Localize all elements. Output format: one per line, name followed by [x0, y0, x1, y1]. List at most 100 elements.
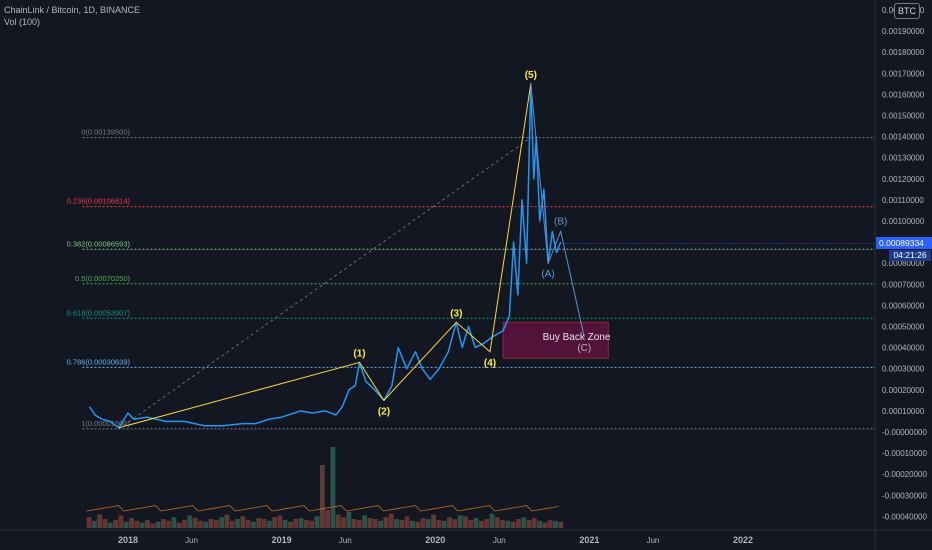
volume-bar [298, 518, 304, 528]
fib-level-label: 1(0.00001500) [81, 419, 130, 428]
x-tick-label: 2021 [579, 535, 599, 545]
volume-bar [367, 518, 373, 528]
volume-bar [505, 520, 511, 528]
y-tick-label: 0.00010000 [882, 407, 925, 416]
volume-bar [150, 523, 156, 528]
y-tick-label: -0.00010000 [882, 449, 927, 458]
volume-bar [457, 515, 463, 528]
volume-bar [531, 518, 537, 528]
y-tick-label: 0.00130000 [882, 154, 925, 163]
x-tick-label: 2019 [272, 535, 292, 545]
volume-bar [462, 516, 468, 528]
volume-bar [235, 519, 240, 528]
y-tick-label: 0.00170000 [882, 69, 925, 78]
volume-bar [251, 521, 256, 528]
volume-bar [325, 510, 331, 528]
corrective-wave-label: (A) [541, 269, 554, 280]
y-tick-label: -0.00030000 [882, 491, 927, 500]
volume-bar [383, 517, 389, 528]
wave-label: (1) [353, 348, 365, 359]
volume-bar [378, 520, 384, 528]
volume-bar [166, 520, 172, 528]
volume-bar [256, 518, 262, 528]
volume-bar [182, 519, 187, 528]
volume-bar [510, 521, 516, 528]
volume-bar [357, 519, 362, 528]
volume-bar [160, 519, 166, 528]
currency-badge[interactable]: BTC [894, 3, 920, 19]
price-line [88, 83, 562, 429]
volume-bar [372, 519, 378, 528]
volume-bar [547, 519, 553, 528]
volume-bar [277, 515, 283, 528]
volume-bar [192, 518, 198, 528]
volume-bar [399, 519, 405, 528]
x-tick-label: Jun [339, 536, 352, 545]
y-tick-label: 0.00040000 [882, 344, 925, 353]
volume-bar [97, 514, 103, 528]
y-tick-label: 0.00110000 [882, 196, 924, 205]
volume-bar [404, 516, 410, 528]
volume-bar [266, 520, 272, 528]
volume-bar [526, 519, 532, 528]
volume-bar [410, 520, 415, 528]
volume-bar [425, 519, 431, 528]
volume-bar [107, 522, 113, 528]
volume-bar [118, 515, 124, 528]
fib-level-label: 0.382(0.00086593) [67, 239, 131, 248]
volume-bar [123, 521, 129, 528]
volume-bar [542, 522, 548, 528]
volume-bar [351, 519, 357, 528]
volume-bar [515, 519, 521, 528]
volume-bar [494, 517, 500, 528]
volume-bar [293, 519, 299, 528]
volume-bar [394, 519, 399, 528]
volume-bar [171, 517, 177, 528]
volume-ma-line [86, 505, 559, 512]
volume-bar [468, 519, 474, 528]
x-tick-label: 2020 [425, 535, 445, 545]
volume-bar [478, 520, 484, 528]
volume-bar [341, 517, 346, 528]
fib-level-label: 0(0.00139500) [81, 128, 130, 137]
volume-bar [489, 513, 495, 528]
corrective-wave-line [530, 83, 585, 338]
volume-bar [558, 521, 564, 528]
volume-bar [473, 518, 479, 528]
volume-bar [134, 520, 140, 528]
volume-bar [330, 447, 336, 528]
volume-bar [335, 514, 341, 528]
fib-level-label: 0.5(0.00070250) [75, 274, 131, 283]
volume-bar [240, 516, 246, 528]
volume-bar [86, 517, 92, 528]
volume-bar [415, 521, 421, 528]
fib-level-label: 0.236(0.00106814) [67, 197, 131, 206]
volume-bar [187, 515, 193, 528]
volume-bar [431, 514, 436, 528]
volume-bar [537, 520, 542, 528]
x-tick-label: 2018 [118, 535, 138, 545]
volume-bar [346, 511, 352, 528]
y-tick-label: -0.00040000 [882, 512, 927, 521]
y-tick-label: 0.00060000 [882, 301, 925, 310]
volume-bar [229, 520, 235, 528]
volume-bar [261, 519, 267, 528]
last-price-tag: 0.00089334 [876, 237, 932, 249]
y-tick-label: 0.00180000 [882, 48, 925, 57]
y-tick-label: 0.00070000 [882, 280, 925, 289]
volume-bar [500, 519, 505, 528]
volume-bar [309, 520, 315, 528]
x-tick-label: 2022 [733, 535, 753, 545]
volume-bar [176, 522, 182, 528]
y-tick-label: 0.00190000 [882, 27, 925, 36]
volume-label: Vol (100) [4, 17, 41, 27]
volume-bar [436, 519, 442, 528]
volume-bar [288, 521, 293, 528]
volume-bar [129, 518, 134, 528]
volume-bar [198, 520, 203, 528]
volume-bar [219, 517, 225, 528]
y-tick-label: -0.00000000 [882, 428, 927, 437]
y-tick-label: 0.00120000 [882, 175, 925, 184]
volume-bar [113, 519, 119, 528]
